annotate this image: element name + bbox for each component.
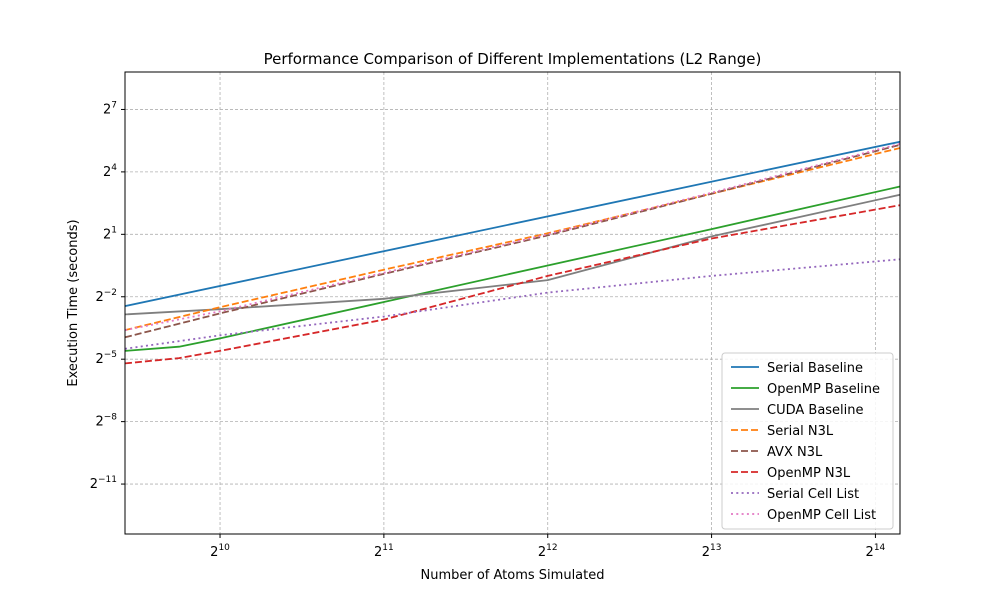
- legend-label: OpenMP N3L: [767, 466, 851, 481]
- y-tick-label: 21: [103, 225, 117, 242]
- x-tick-label: 210: [210, 543, 230, 560]
- y-tick-label: 2−2: [95, 288, 117, 305]
- x-tick-label: 214: [866, 543, 886, 560]
- y-tick-label: 2−5: [95, 350, 117, 367]
- series-line-5: [124, 143, 901, 339]
- legend: Serial Baseline OpenMP Baseline CUDA Basel…: [721, 352, 894, 530]
- series-line-7: [124, 258, 901, 350]
- series-layer: [124, 140, 901, 365]
- series-line-2: [124, 185, 901, 352]
- x-tick-label: 212: [538, 543, 558, 560]
- legend-label: Serial N3L: [767, 424, 834, 439]
- legend-label: Serial Baseline: [767, 361, 863, 376]
- chart-title: Performance Comparison of Different Impl…: [264, 50, 762, 68]
- y-tick-label: 27: [103, 100, 117, 117]
- y-axis-label: Execution Time (seconds): [66, 219, 81, 386]
- legend-label: CUDA Baseline: [767, 403, 864, 418]
- x-tick-label: 213: [702, 543, 722, 560]
- series-line-6: [124, 204, 901, 365]
- y-tick-label: 2−8: [95, 413, 117, 430]
- legend-label: AVX N3L: [767, 445, 823, 460]
- series-line-1: [124, 140, 901, 307]
- legend-label: Serial Cell List: [767, 487, 859, 502]
- x-axis-label: Number of Atoms Simulated: [421, 568, 605, 583]
- y-tick-label: 24: [103, 163, 117, 180]
- legend-label: OpenMP Baseline: [767, 382, 880, 397]
- ticks: 210 211 212 213 214 27 24 21 2−2 2−5 2−8 2−11: [90, 100, 886, 560]
- series-line-8: [124, 142, 901, 331]
- plot-frame: [124, 71, 901, 535]
- series-line-3: [124, 193, 901, 316]
- y-tick-label: 2−11: [90, 475, 117, 492]
- legend-box: [721, 352, 894, 530]
- legend-label: OpenMP Cell List: [767, 508, 876, 523]
- x-tick-label: 211: [374, 543, 394, 560]
